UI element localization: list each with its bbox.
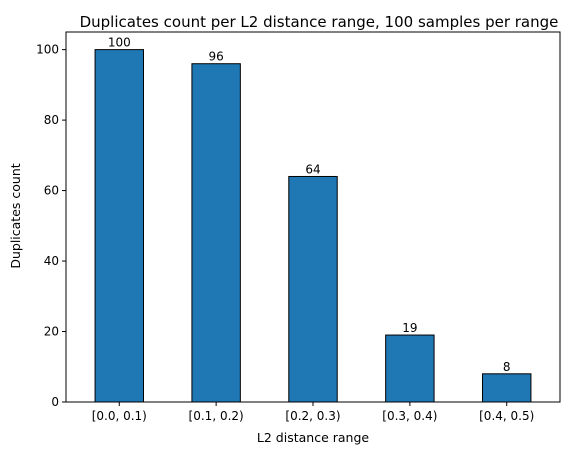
x-tick-label-2: [0.2, 0.3) xyxy=(285,409,340,423)
data-label-1: 96 xyxy=(208,50,223,64)
y-tick-label-4: 80 xyxy=(44,113,59,127)
x-axis: [0.0, 0.1) [0.1, 0.2) [0.2, 0.3) [0.3, 0.4)… xyxy=(92,402,534,423)
bar-3 xyxy=(385,334,435,403)
x-tick-label-4: [0.4, 0.5) xyxy=(479,409,534,423)
bar-2 xyxy=(288,175,338,403)
bars-group xyxy=(94,49,532,403)
bar-4 xyxy=(482,373,532,403)
y-tick-label-0: 0 xyxy=(51,395,59,409)
data-label-4: 8 xyxy=(503,360,511,374)
y-tick-label-1: 20 xyxy=(44,325,59,339)
chart-title: Duplicates count per L2 distance range, … xyxy=(80,13,559,31)
y-tick-label-3: 60 xyxy=(44,184,59,198)
y-axis: 0 20 40 60 80 100 xyxy=(36,43,66,409)
x-tick-label-1: [0.1, 0.2) xyxy=(189,409,244,423)
x-tick-label-0: [0.0, 0.1) xyxy=(92,409,147,423)
data-label-0: 100 xyxy=(108,36,131,50)
x-tick-label-3: [0.3, 0.4) xyxy=(382,409,437,423)
data-label-3: 19 xyxy=(402,321,417,335)
bar-1 xyxy=(191,63,241,403)
y-tick-label-5: 100 xyxy=(36,43,59,57)
data-label-2: 64 xyxy=(305,162,320,176)
plot-area-frame xyxy=(65,31,561,403)
y-tick-label-2: 40 xyxy=(44,254,59,268)
bar-0 xyxy=(94,49,144,403)
y-axis-label: Duplicates count xyxy=(8,163,23,268)
x-axis-label: L2 distance range xyxy=(257,430,369,445)
data-labels-group: 100 96 64 19 8 xyxy=(108,36,511,374)
